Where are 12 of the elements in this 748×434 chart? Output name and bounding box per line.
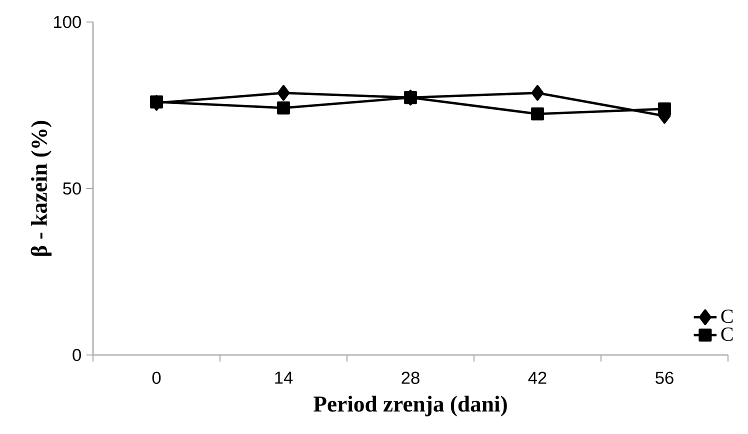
legend-label: C — [721, 327, 733, 341]
x-tick-label: 42 — [528, 372, 546, 384]
x-tick-label: 14 — [275, 372, 293, 384]
legend-label: C — [721, 310, 733, 324]
x-tick-label: 56 — [656, 372, 674, 384]
x-axis-title: Period zrenja (dani) — [314, 396, 507, 416]
y-tick-label: 50 — [63, 182, 81, 195]
x-tick-label: 0 — [152, 372, 161, 384]
y-axis-title: β - kazein (%) — [30, 120, 52, 256]
x-tick-label: 28 — [402, 372, 420, 384]
y-tick-label: 100 — [54, 16, 81, 28]
y-tick-label: 0 — [72, 348, 81, 362]
